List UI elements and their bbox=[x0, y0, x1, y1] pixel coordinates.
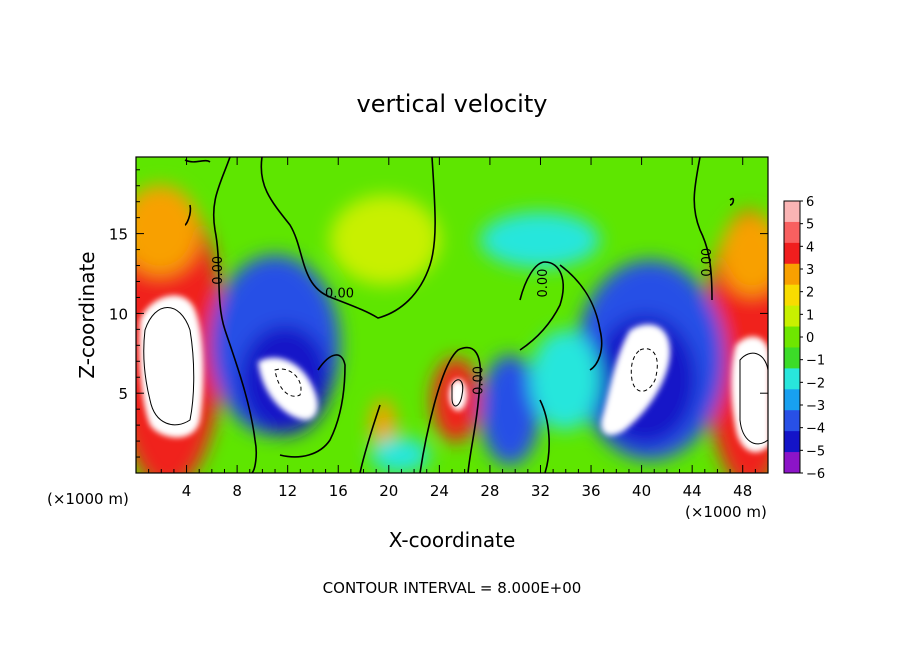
colorbar-swatch bbox=[784, 263, 800, 286]
contour-line bbox=[693, 157, 713, 301]
colorbar-swatch bbox=[784, 284, 800, 307]
colorbar-label: −1 bbox=[806, 354, 825, 369]
contour-line bbox=[559, 264, 603, 371]
contour-line bbox=[212, 157, 258, 473]
contour-line bbox=[630, 348, 658, 392]
footer-contour-interval: CONTOUR INTERVAL = 8.000E+00 bbox=[323, 579, 582, 597]
colorbar-swatch bbox=[784, 452, 800, 474]
x-tick-label: 40 bbox=[632, 482, 651, 500]
colorbar-swatch bbox=[784, 410, 800, 432]
x-tick-label: 28 bbox=[480, 482, 499, 500]
contour-label: 0.00 bbox=[471, 366, 486, 395]
x-tick-label: 4 bbox=[182, 482, 192, 500]
colorbar-label: 5 bbox=[806, 218, 814, 233]
contour-label: 0.00 bbox=[536, 269, 551, 298]
contour-line bbox=[451, 379, 464, 407]
colorbar-swatch bbox=[784, 368, 800, 390]
colorbar-label: −3 bbox=[806, 399, 825, 414]
core-left-downdraft-white bbox=[258, 357, 318, 420]
contour-label: 0.00 bbox=[325, 286, 354, 301]
positive-contours bbox=[143, 307, 768, 445]
contour-line bbox=[184, 159, 211, 163]
feature-bottom-cyan bbox=[370, 437, 430, 473]
core-left-white bbox=[139, 295, 204, 438]
x-tick-label: 20 bbox=[379, 482, 398, 500]
contour-line bbox=[260, 157, 436, 319]
contour-line bbox=[419, 346, 482, 473]
x-tick-label: 24 bbox=[430, 482, 449, 500]
colorbar-label: −4 bbox=[806, 422, 825, 437]
x-tick-label: 44 bbox=[683, 482, 702, 500]
feature-upper-cyan bbox=[480, 212, 600, 268]
colorbar-label: 1 bbox=[806, 308, 814, 323]
feature-mid-downdraft bbox=[480, 355, 540, 465]
contour-line bbox=[359, 404, 381, 473]
colorbar-label: 4 bbox=[806, 240, 814, 255]
y-axis-label: Z-coordinate bbox=[75, 251, 99, 378]
contour-line bbox=[729, 197, 735, 206]
colorbar-label: 3 bbox=[806, 263, 814, 278]
colorbar-label: −6 bbox=[806, 467, 825, 482]
colorbar-label: 6 bbox=[806, 195, 814, 210]
feature-upper-yellow bbox=[330, 195, 440, 285]
x-unit-left: (×1000 m) bbox=[47, 490, 129, 508]
x-tick-label: 36 bbox=[581, 482, 600, 500]
contour-line bbox=[739, 352, 768, 445]
heatmap-field: 0.00 0.00 0.00 0.00 0.00 bbox=[136, 157, 768, 473]
feature-left-updraft-glow bbox=[136, 185, 200, 275]
x-axis-ticks: 4 8 12 16 20 24 28 32 36 40 44 48 bbox=[148, 157, 756, 500]
contour-label: 0.00 bbox=[700, 248, 715, 277]
zero-contours bbox=[184, 157, 735, 473]
colorbar-swatch bbox=[784, 431, 800, 453]
colorbar-label: 0 bbox=[806, 331, 814, 346]
x-tick-label: 12 bbox=[278, 482, 297, 500]
core-right-white bbox=[731, 336, 768, 453]
y-tick-label: 10 bbox=[109, 305, 128, 323]
colorbar-swatch bbox=[784, 347, 800, 369]
x-axis-label: X-coordinate bbox=[389, 528, 516, 552]
contour-labels: 0.00 0.00 0.00 0.00 0.00 bbox=[211, 248, 715, 395]
negative-contours bbox=[274, 348, 658, 397]
colorbar-label: −2 bbox=[806, 376, 825, 391]
x-tick-label: 8 bbox=[232, 482, 242, 500]
colorbar-swatch bbox=[784, 305, 800, 328]
colorbar-swatch bbox=[784, 201, 800, 223]
contour-line bbox=[279, 354, 346, 458]
colorbar-swatch bbox=[784, 326, 800, 348]
x-tick-label: 48 bbox=[733, 482, 752, 500]
contour-line bbox=[274, 368, 302, 397]
feature-mid-cyan bbox=[530, 330, 600, 430]
contour-line bbox=[143, 307, 195, 426]
colorbar-label: 2 bbox=[806, 286, 814, 301]
y-tick-label: 5 bbox=[118, 385, 128, 403]
feature-right-updraft-glow bbox=[720, 215, 768, 295]
contour-line bbox=[519, 261, 564, 351]
y-tick-label: 15 bbox=[109, 226, 128, 244]
colorbar: 6 5 4 3 2 1 0 −1 −2 −3 −4 −5 −6 bbox=[783, 195, 825, 482]
y-axis-ticks: 5 10 15 bbox=[109, 169, 768, 458]
colorbar-swatch bbox=[784, 221, 800, 244]
x-unit-right: (×1000 m) bbox=[685, 503, 767, 521]
contour-line bbox=[539, 399, 550, 473]
x-tick-label: 32 bbox=[531, 482, 550, 500]
contour-label: 0.00 bbox=[211, 256, 226, 285]
contour-line bbox=[184, 204, 192, 226]
colorbar-label: −5 bbox=[806, 444, 825, 459]
colorbar-swatch bbox=[784, 389, 800, 411]
x-tick-label: 16 bbox=[329, 482, 348, 500]
chart-title: vertical velocity bbox=[357, 90, 548, 118]
colorbar-swatch bbox=[784, 242, 800, 265]
